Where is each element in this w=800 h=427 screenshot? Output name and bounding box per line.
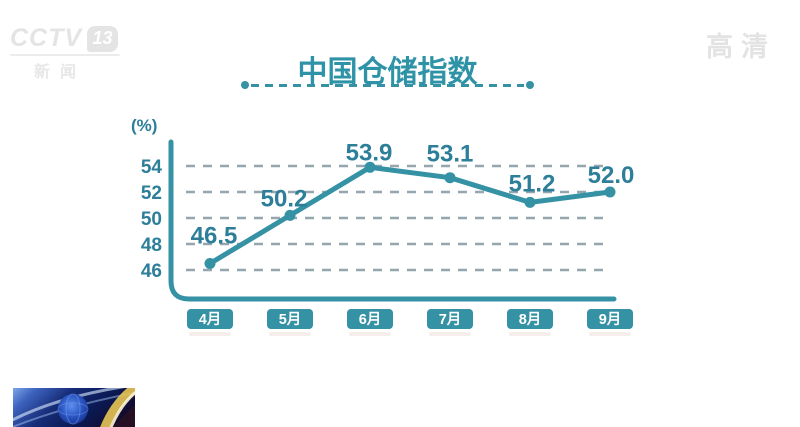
data-point-marker xyxy=(284,209,296,221)
x-axis-category-box xyxy=(267,309,313,329)
globe-meridian xyxy=(65,393,81,425)
category-box-reflection xyxy=(349,332,391,336)
globe xyxy=(58,394,88,424)
gold-swirl-highlight xyxy=(109,391,135,427)
x-axis-category-label: 6月 xyxy=(359,311,382,328)
x-axis-category-box xyxy=(427,309,473,329)
data-point-label: 50.2 xyxy=(261,185,308,212)
x-axis-category-box xyxy=(587,309,633,329)
y-axis-tick-label: 46 xyxy=(141,261,162,282)
data-point-marker xyxy=(364,161,376,173)
data-point-marker xyxy=(604,186,616,198)
logo-subtitle: 新闻 xyxy=(34,64,87,81)
category-box-reflection xyxy=(509,332,551,336)
data-point-label: 51.2 xyxy=(509,170,556,197)
category-box-reflection xyxy=(189,332,231,336)
x-axis-category-label: 8月 xyxy=(519,311,542,328)
dark-corner xyxy=(113,404,135,427)
y-axis-tick-label: 52 xyxy=(141,183,162,204)
data-point-label: 46.5 xyxy=(191,223,238,250)
x-axis-category-label: 7月 xyxy=(439,311,462,328)
data-point-marker xyxy=(524,196,536,208)
logo-row: CCTV 13 xyxy=(10,24,120,53)
category-box-reflection xyxy=(429,332,471,336)
globe-parallel xyxy=(57,402,89,416)
channel-number-badge: 13 xyxy=(87,25,119,52)
y-axis-tick-label: 50 xyxy=(141,209,162,230)
x-axis-category-box xyxy=(187,309,233,329)
cctv-13-logo: CCTV 13 新闻 xyxy=(10,24,120,82)
x-axis-category-label: 4月 xyxy=(199,311,222,328)
news-globe-graphic xyxy=(13,388,135,427)
x-axis-category-box xyxy=(507,309,553,329)
axis-line xyxy=(168,139,617,302)
x-axis-category-box xyxy=(347,309,393,329)
x-axis-category-label: 9月 xyxy=(599,311,622,328)
underline-dashes xyxy=(251,83,524,87)
cctv-logo-text: CCTV xyxy=(10,24,83,52)
data-point-label: 53.1 xyxy=(427,141,474,168)
logo-swoosh-line xyxy=(10,54,120,56)
underline-left-dot xyxy=(241,81,249,89)
x-axis-category-label: 5月 xyxy=(279,311,302,328)
data-point-marker xyxy=(204,258,216,269)
y-axis-tick-label: 54 xyxy=(141,157,163,178)
category-box-reflection xyxy=(589,332,631,336)
y-axis-tick-label: 48 xyxy=(141,235,162,256)
data-point-label: 53.9 xyxy=(346,139,393,166)
data-point-label: 52.0 xyxy=(588,162,635,189)
data-point-marker xyxy=(444,172,456,184)
data-line xyxy=(207,164,613,266)
category-box-reflection xyxy=(269,332,311,336)
underline-right-dot xyxy=(526,81,534,89)
y-axis-unit-label: (%) xyxy=(131,116,157,135)
hd-watermark: 高清 xyxy=(706,32,776,62)
title-underline xyxy=(241,81,534,89)
